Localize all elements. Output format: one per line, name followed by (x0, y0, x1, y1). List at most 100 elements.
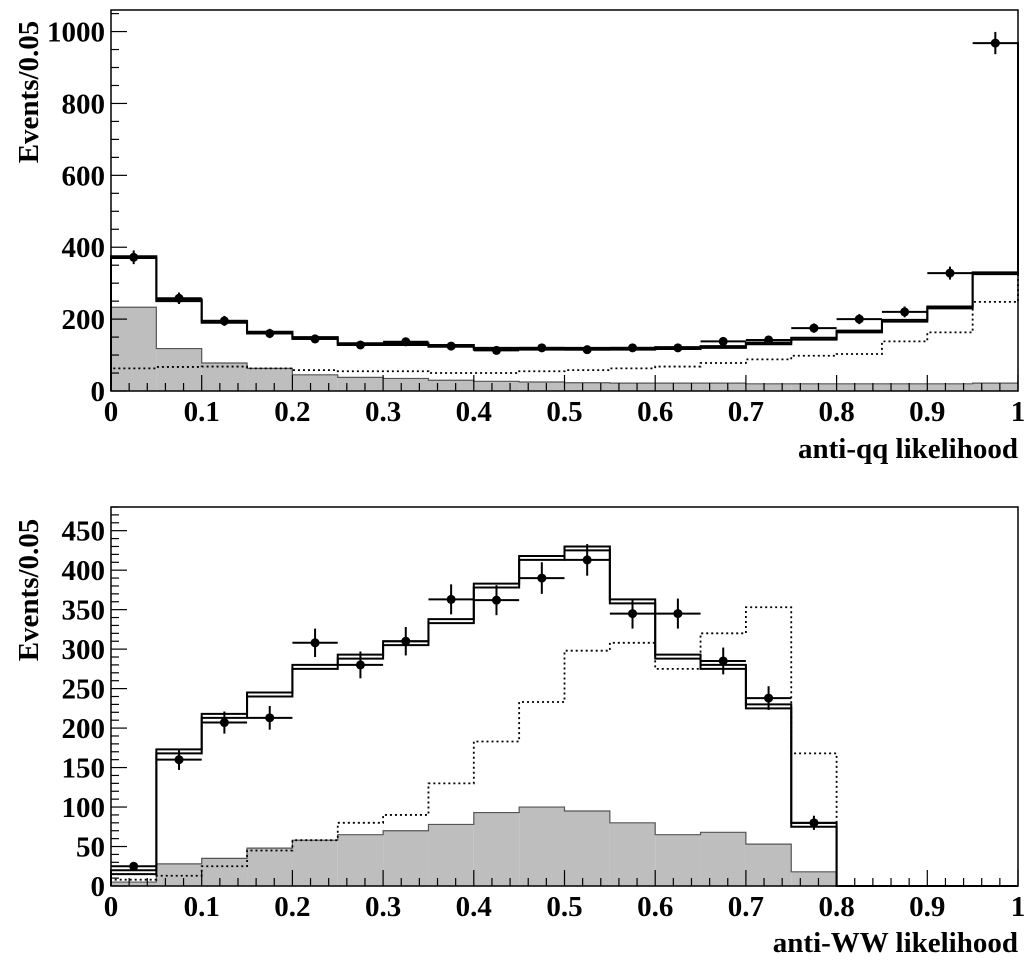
data-point (764, 693, 774, 703)
data-point (401, 337, 411, 347)
background-bar (428, 380, 474, 391)
background-bar (791, 871, 837, 886)
data-point (900, 307, 910, 317)
y-tick-label: 600 (62, 160, 106, 192)
background-outline (110, 306, 1019, 391)
data-point (129, 861, 139, 871)
y-tick-label: 0 (91, 871, 106, 903)
data-point (628, 343, 638, 353)
x-tick-label: 0.8 (818, 891, 854, 923)
data-point (219, 718, 229, 728)
y-tick-label: 800 (62, 88, 106, 120)
data-point (446, 594, 456, 604)
data-point (582, 345, 592, 355)
data-point (129, 252, 139, 262)
mc-total-line (110, 45, 1019, 391)
data-point (809, 818, 819, 828)
background-bar (292, 840, 338, 886)
x-tick-label: 0.8 (818, 396, 854, 428)
background-bar (655, 834, 701, 886)
background-bar (201, 362, 248, 391)
y-tick-label: 400 (62, 555, 106, 587)
mc-total-line (110, 549, 1018, 887)
background-bar (337, 834, 384, 886)
data-point (174, 755, 184, 765)
data-point (310, 334, 320, 344)
data-point (718, 336, 728, 346)
y-tick-label: 150 (62, 753, 106, 785)
data-point (355, 660, 365, 670)
data-point (446, 341, 456, 351)
x-tick-label: 0.3 (365, 396, 401, 428)
background-bar (609, 383, 656, 391)
data-point (990, 38, 1000, 48)
background-bar (655, 383, 701, 391)
y-tick-label: 400 (62, 232, 106, 264)
x-tick-label: 0.2 (274, 396, 310, 428)
y-tick-label: 200 (62, 304, 106, 336)
y-tick-label: 350 (62, 595, 106, 627)
data-point (491, 345, 501, 355)
background-bar (836, 383, 882, 391)
data-point (401, 636, 411, 646)
background-bar (927, 383, 973, 391)
data-point (491, 595, 501, 605)
x-axis-title: anti-qq likelihood (798, 433, 1018, 465)
background-bar (700, 832, 746, 886)
x-tick-label: 0.6 (637, 891, 673, 923)
data-point (673, 609, 683, 619)
data-point (854, 314, 864, 324)
x-tick-label: 0.5 (546, 396, 582, 428)
background-bar (111, 882, 157, 886)
background-bar (111, 307, 157, 391)
data-point (219, 316, 229, 326)
background-bar (745, 383, 792, 391)
y-tick-label: 50 (76, 832, 105, 864)
background-bar (519, 382, 565, 391)
mc-total-line (110, 42, 1019, 391)
x-tick-label: 0.9 (909, 891, 945, 923)
background-bar (700, 383, 746, 391)
data-point (537, 343, 547, 353)
background-bar (745, 844, 792, 886)
x-tick-label: 0.5 (546, 891, 582, 923)
y-tick-label: 200 (62, 713, 106, 745)
background-bar (519, 807, 565, 886)
bottom-panel-anti-ww: 0 0.1 0.2 0.3 0.4 0.5 0.6 0.7 0.8 0.9 1 0 50 100 150 20… (13, 506, 1025, 959)
background-bar (247, 848, 293, 886)
x-tick-label: 0.2 (274, 891, 310, 923)
y-tick-label: 300 (62, 634, 106, 666)
y-tick-label: 0 (91, 376, 106, 408)
data-point (673, 343, 683, 353)
y-tick-label: 100 (62, 792, 106, 824)
background-bar (564, 810, 610, 886)
x-tick-label: 0.6 (637, 396, 673, 428)
background-bar (473, 812, 520, 886)
x-tick-label: 0.9 (909, 396, 945, 428)
data-point (355, 340, 365, 350)
x-tick-label: 0.4 (456, 891, 492, 923)
background-bar (881, 383, 928, 391)
background-bar (473, 381, 520, 391)
x-axis-title: anti-WW likelihood (773, 927, 1018, 959)
background-bar (383, 378, 429, 391)
x-tick-label: 0.7 (728, 891, 764, 923)
data-point (265, 328, 275, 338)
x-tick-label: 0.3 (365, 891, 401, 923)
data-point (764, 335, 774, 345)
signal-dotted-line (110, 71, 1019, 391)
background-bar (156, 863, 202, 886)
background-bar (428, 824, 474, 886)
data-point (174, 293, 184, 303)
background-bar (972, 383, 1018, 391)
background-bar (564, 382, 610, 391)
y-axis-title: Events/0.05 (13, 21, 45, 164)
background-bar (247, 368, 293, 391)
data-point (537, 573, 547, 583)
data-point (945, 268, 955, 278)
data-point (628, 609, 638, 619)
background-bar (383, 830, 429, 886)
background-bar (791, 383, 837, 391)
x-tick-label: 0.4 (456, 396, 492, 428)
